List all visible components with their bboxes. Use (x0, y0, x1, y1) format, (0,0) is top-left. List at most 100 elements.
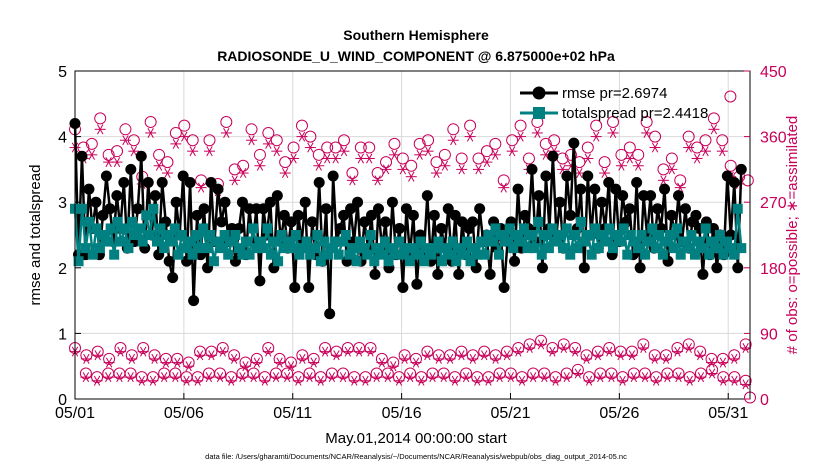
totalspread-point (415, 236, 426, 247)
rmse-point (163, 255, 175, 267)
obs-possible-marker (430, 156, 443, 169)
x-tick-label: 05/01 (55, 405, 95, 422)
totalspread-point (636, 230, 647, 240)
y-tick-label-right: 0 (760, 392, 769, 409)
obs-assimilated-marker (119, 135, 131, 146)
rmse-point (666, 209, 678, 221)
obs-possible-marker (598, 156, 611, 169)
obs-assimilated-marker (380, 164, 392, 175)
totalspread-point (77, 203, 88, 214)
obs-possible-marker (699, 134, 712, 147)
legend: rmse pr=2.6974 totalspread pr=2.4418 (520, 85, 708, 122)
obs-possible-marker (371, 167, 384, 180)
obs-possible-marker (455, 345, 468, 358)
obs-possible-marker (203, 134, 216, 147)
rmse-point (697, 268, 709, 280)
totalspread-point (273, 256, 284, 267)
totalspread-point (668, 243, 679, 254)
obs-assimilated-marker (225, 375, 237, 386)
totalspread-point (283, 236, 294, 247)
obs-assimilated-marker (660, 353, 672, 364)
obs-assimilated-marker (348, 375, 360, 386)
rmse-point (191, 209, 203, 221)
obs-assimilated-marker (740, 379, 752, 390)
obs-possible-marker (739, 338, 752, 351)
totalspread-point (119, 223, 130, 234)
obs-possible-marker (512, 341, 525, 354)
obs-possible-marker (497, 174, 510, 187)
rmse-point (435, 222, 447, 234)
rmse-point (690, 209, 702, 221)
obs-possible-marker (253, 148, 266, 161)
totalspread-point (94, 243, 105, 254)
totalspread-point (472, 249, 483, 260)
obs-possible-marker (546, 341, 559, 354)
totalspread-point (558, 243, 569, 254)
rmse-point (578, 262, 590, 274)
obs-assimilated-marker (171, 357, 183, 368)
obs-assimilated-marker (501, 350, 513, 361)
rmse-point (170, 196, 182, 208)
totalspread-point (657, 249, 668, 260)
totalspread-point (134, 223, 145, 234)
totalspread-point (511, 230, 522, 240)
obs-assimilated-marker (338, 146, 350, 157)
obs-assimilated-marker (125, 372, 137, 383)
obs-possible-marker (564, 148, 577, 161)
rmse-point (672, 190, 684, 202)
obs-assimilated-marker (639, 372, 651, 383)
totalspread-point (490, 223, 501, 234)
obs-possible-marker (682, 130, 695, 143)
rmse-point (327, 170, 339, 182)
obs-assimilated-marker (404, 372, 416, 383)
totalspread-point (536, 249, 547, 260)
obs-possible-marker (404, 367, 417, 380)
totalspread-point (383, 256, 394, 267)
totalspread-point (287, 243, 298, 254)
rmse-point (533, 190, 545, 202)
obs-assimilated-marker (113, 372, 125, 383)
obs-assimilated-marker (80, 372, 92, 383)
rmse-point (624, 203, 636, 215)
obs-possible-marker (191, 371, 204, 384)
obs-assimilated-marker (397, 164, 409, 175)
totalspread-point (344, 249, 355, 260)
totalspread-point (586, 249, 597, 260)
totalspread-point (422, 243, 433, 254)
totalspread-point (305, 249, 316, 260)
obs-assimilated-marker (285, 361, 297, 372)
obs-possible-marker (500, 345, 513, 358)
obs-assimilated-marker (251, 357, 263, 368)
obs-assimilated-marker (444, 353, 456, 364)
obs-assimilated-marker (569, 346, 581, 357)
obs-assimilated-marker (304, 372, 316, 383)
obs-assimilated-marker (160, 357, 172, 368)
totalspread-point (401, 243, 412, 254)
obs-possible-marker (114, 341, 127, 354)
rmse-point (610, 183, 622, 195)
obs-possible-marker (632, 148, 645, 161)
totalspread-point (387, 243, 398, 254)
obs-assimilated-marker (92, 350, 104, 361)
legend-rmse-label: rmse pr=2.6974 (562, 85, 667, 102)
rmse-point (498, 281, 510, 293)
obs-assimilated-marker (262, 346, 274, 357)
obs-assimilated-marker (228, 353, 240, 364)
totalspread-point (729, 249, 740, 260)
obs-possible-marker (580, 349, 593, 362)
totalspread-point (319, 236, 330, 247)
rmse-point (100, 170, 112, 182)
totalspread-point (351, 256, 362, 267)
obs-assimilated-marker (246, 135, 258, 146)
obs-possible-marker (80, 349, 93, 362)
rmse-point (303, 281, 315, 293)
obs-assimilated-marker (717, 375, 729, 386)
obs-possible-marker (144, 116, 157, 129)
obs-assimilated-marker (313, 160, 325, 171)
obs-possible-marker (169, 126, 182, 139)
totalspread-point (622, 249, 633, 260)
obs-assimilated-marker (535, 339, 547, 350)
obs-assimilated-marker (650, 375, 662, 386)
obs-possible-marker (640, 116, 653, 129)
